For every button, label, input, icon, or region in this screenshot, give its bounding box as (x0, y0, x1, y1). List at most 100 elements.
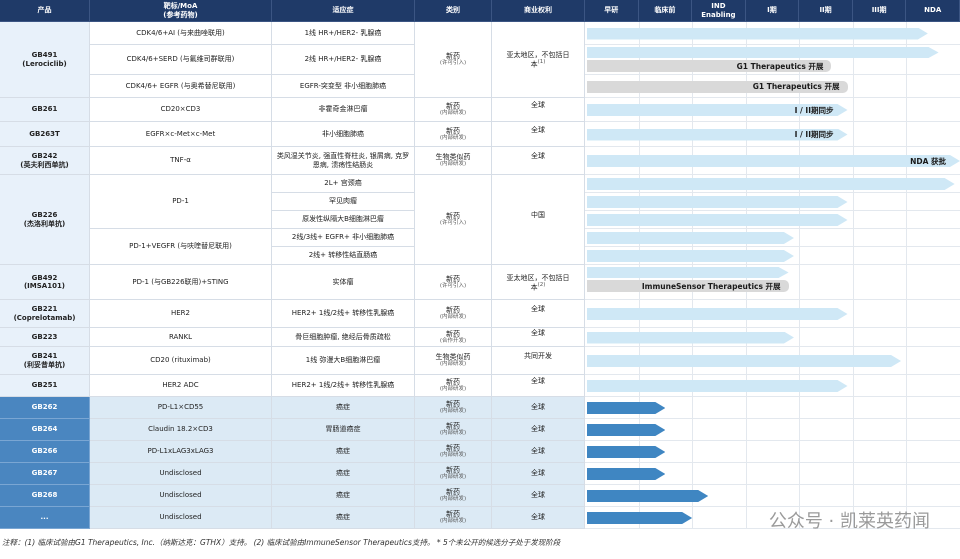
indication-cell: 胃肠道癌症 (272, 419, 415, 441)
stage-header: I期 (745, 0, 800, 22)
product-alias: (英夫利西单抗) (20, 160, 69, 169)
category-cell: 新药 (许可引入) (415, 175, 492, 265)
stage-header: IND Enabling (692, 0, 746, 22)
header-text: 产品 (37, 6, 52, 15)
partner-bar: G1 Therapeutics 开展 (587, 60, 832, 72)
product-name: GB492 (31, 273, 58, 282)
row-line (585, 121, 960, 122)
stage-header: III期 (852, 0, 907, 22)
product-cell: GB242 (英夫利西单抗) (0, 147, 90, 175)
category-cell: 新药 (许可引入) (415, 265, 492, 300)
indication-text: 非小细胞肺癌 (322, 129, 364, 138)
stage-divider (799, 22, 801, 529)
rights-cell: 中国 (492, 175, 585, 265)
header-subtext: (参考药物) (163, 10, 198, 19)
target-text: PD-L1×CD55 (157, 403, 204, 412)
rights-text: 全球 (531, 125, 545, 134)
rights-text: 全球 (531, 425, 545, 434)
target-text: HER2 (170, 309, 190, 318)
category-cell: 新药 (内部研发) (415, 485, 492, 507)
category-note: (内部研发) (439, 518, 467, 525)
indication-text: 2L+ 宫颈癌 (324, 179, 362, 188)
indication-cell: 2线+ 转移性结直肠癌 (272, 247, 415, 265)
progress-arrow (587, 196, 848, 208)
target-cell: Undisclosed (90, 463, 272, 485)
rights-cell: 共同开发 (492, 347, 585, 375)
target-text: CD20×CD3 (160, 105, 201, 114)
header-text: 类别 (446, 6, 460, 15)
stage-text: NDA (924, 6, 942, 15)
stage-header: II期 (799, 0, 853, 22)
rights-text: 全球 (531, 305, 545, 313)
product-alias: (利妥昔单抗) (23, 360, 66, 369)
indication-cell: HER2+ 1线/2线+ 转移性乳腺癌 (272, 375, 415, 397)
rights-cell: 全球 (492, 463, 585, 485)
indication-cell: HER2+ 1线/2线+ 转移性乳腺癌 (272, 300, 415, 328)
stage-text: III期 (871, 6, 887, 15)
rights-text: 全球 (531, 328, 545, 337)
product-cell: GB492 (IMSA101) (0, 265, 90, 300)
indication-cell: 1线 HR+/HER2- 乳腺癌 (272, 22, 415, 45)
product-name: GB264 (31, 425, 58, 434)
category-note: (许可引入) (439, 60, 467, 67)
product-name: GB226 (31, 211, 58, 220)
target-cell: CD20 (rituximab) (90, 347, 272, 375)
category-cell: 新药 (内部研发) (415, 507, 492, 529)
footnote: 注释：(1) 临床试验由G1 Therapeutics, Inc.（纳斯达克：G… (2, 538, 561, 547)
partner-bar: ImmuneSensor Therapeutics 开展 (587, 280, 789, 292)
product-cell: GB264 (0, 419, 90, 441)
rights-text: 全球 (531, 152, 545, 160)
indication-cell: 罕见肉瘤 (272, 193, 415, 211)
category-text: 新药 (446, 52, 460, 60)
category-cell: 生物类似药 (内部研发) (415, 347, 492, 375)
partner-label: G1 Therapeutics 开展 (736, 61, 824, 71)
rights-text: 全球 (531, 377, 545, 385)
target-text: PD-1 (172, 197, 189, 206)
category-cell: 新药 (内部研发) (415, 375, 492, 397)
category-text: 新药 (446, 466, 460, 474)
rights-cell: 全球 (492, 122, 585, 147)
rights-text: 亚太地区，不包括日本 (506, 51, 570, 69)
product-cell: GB241 (利妥昔单抗) (0, 347, 90, 375)
category-note: (内部研发) (439, 386, 467, 393)
header-text: 靶标/MoA (163, 2, 198, 11)
row-line (585, 74, 960, 75)
progress-arrow (587, 424, 665, 436)
product-name: GB251 (31, 381, 58, 390)
row-line (585, 462, 960, 463)
target-cell: PD-1 (90, 175, 272, 229)
category-text: 新药 (446, 212, 460, 220)
header-text: 商业权利 (524, 6, 552, 15)
category-cell: 新药 (内部研发) (415, 463, 492, 485)
target-text: PD-1+VEGFR (与呋喹替尼联用) (129, 242, 232, 251)
row-line (585, 228, 960, 229)
indication-text: 2线/3线+ EGFR+ 非小细胞肺癌 (291, 233, 395, 242)
indication-cell: 1线 弥漫大B细胞淋巴瘤 (272, 347, 415, 375)
indication-cell: 2L+ 宫颈癌 (272, 175, 415, 193)
product-name: GB266 (31, 447, 58, 456)
category-text: 新药 (446, 274, 460, 283)
indication-cell: EGFR-突变型 非小细胞肺癌 (272, 75, 415, 98)
stage-text: 早研 (604, 6, 619, 15)
indication-cell: 癌症 (272, 507, 415, 529)
product-name: GB223 (31, 332, 58, 341)
progress-arrow (587, 512, 692, 524)
row-line (585, 192, 960, 193)
product-cell: GB268 (0, 485, 90, 507)
target-cell: PD-1 (与GB226联用)+STING (90, 265, 272, 300)
product-cell: GB491 (Lerociclib) (0, 22, 90, 98)
indication-text: 癌症 (336, 469, 350, 478)
rights-note: (1) (537, 59, 546, 66)
category-cell: 新药 (内部研发) (415, 300, 492, 328)
rights-text: 全球 (531, 491, 545, 500)
category-text: 生物类似药 (435, 353, 471, 361)
product-cell: GB226 (杰洛利单抗) (0, 175, 90, 265)
progress-arrow (587, 232, 794, 244)
indication-text: 胃肠道癌症 (325, 425, 361, 434)
progress-arrow: NDA 获批 (587, 155, 960, 167)
indication-cell: 非小细胞肺癌 (272, 122, 415, 147)
rights-text: 全球 (531, 469, 545, 478)
indication-text: EGFR-突变型 非小细胞肺癌 (299, 81, 387, 90)
category-text: 新药 (446, 400, 460, 408)
target-cell: CDK4/6+SERD (与氟维司群联用) (90, 45, 272, 75)
